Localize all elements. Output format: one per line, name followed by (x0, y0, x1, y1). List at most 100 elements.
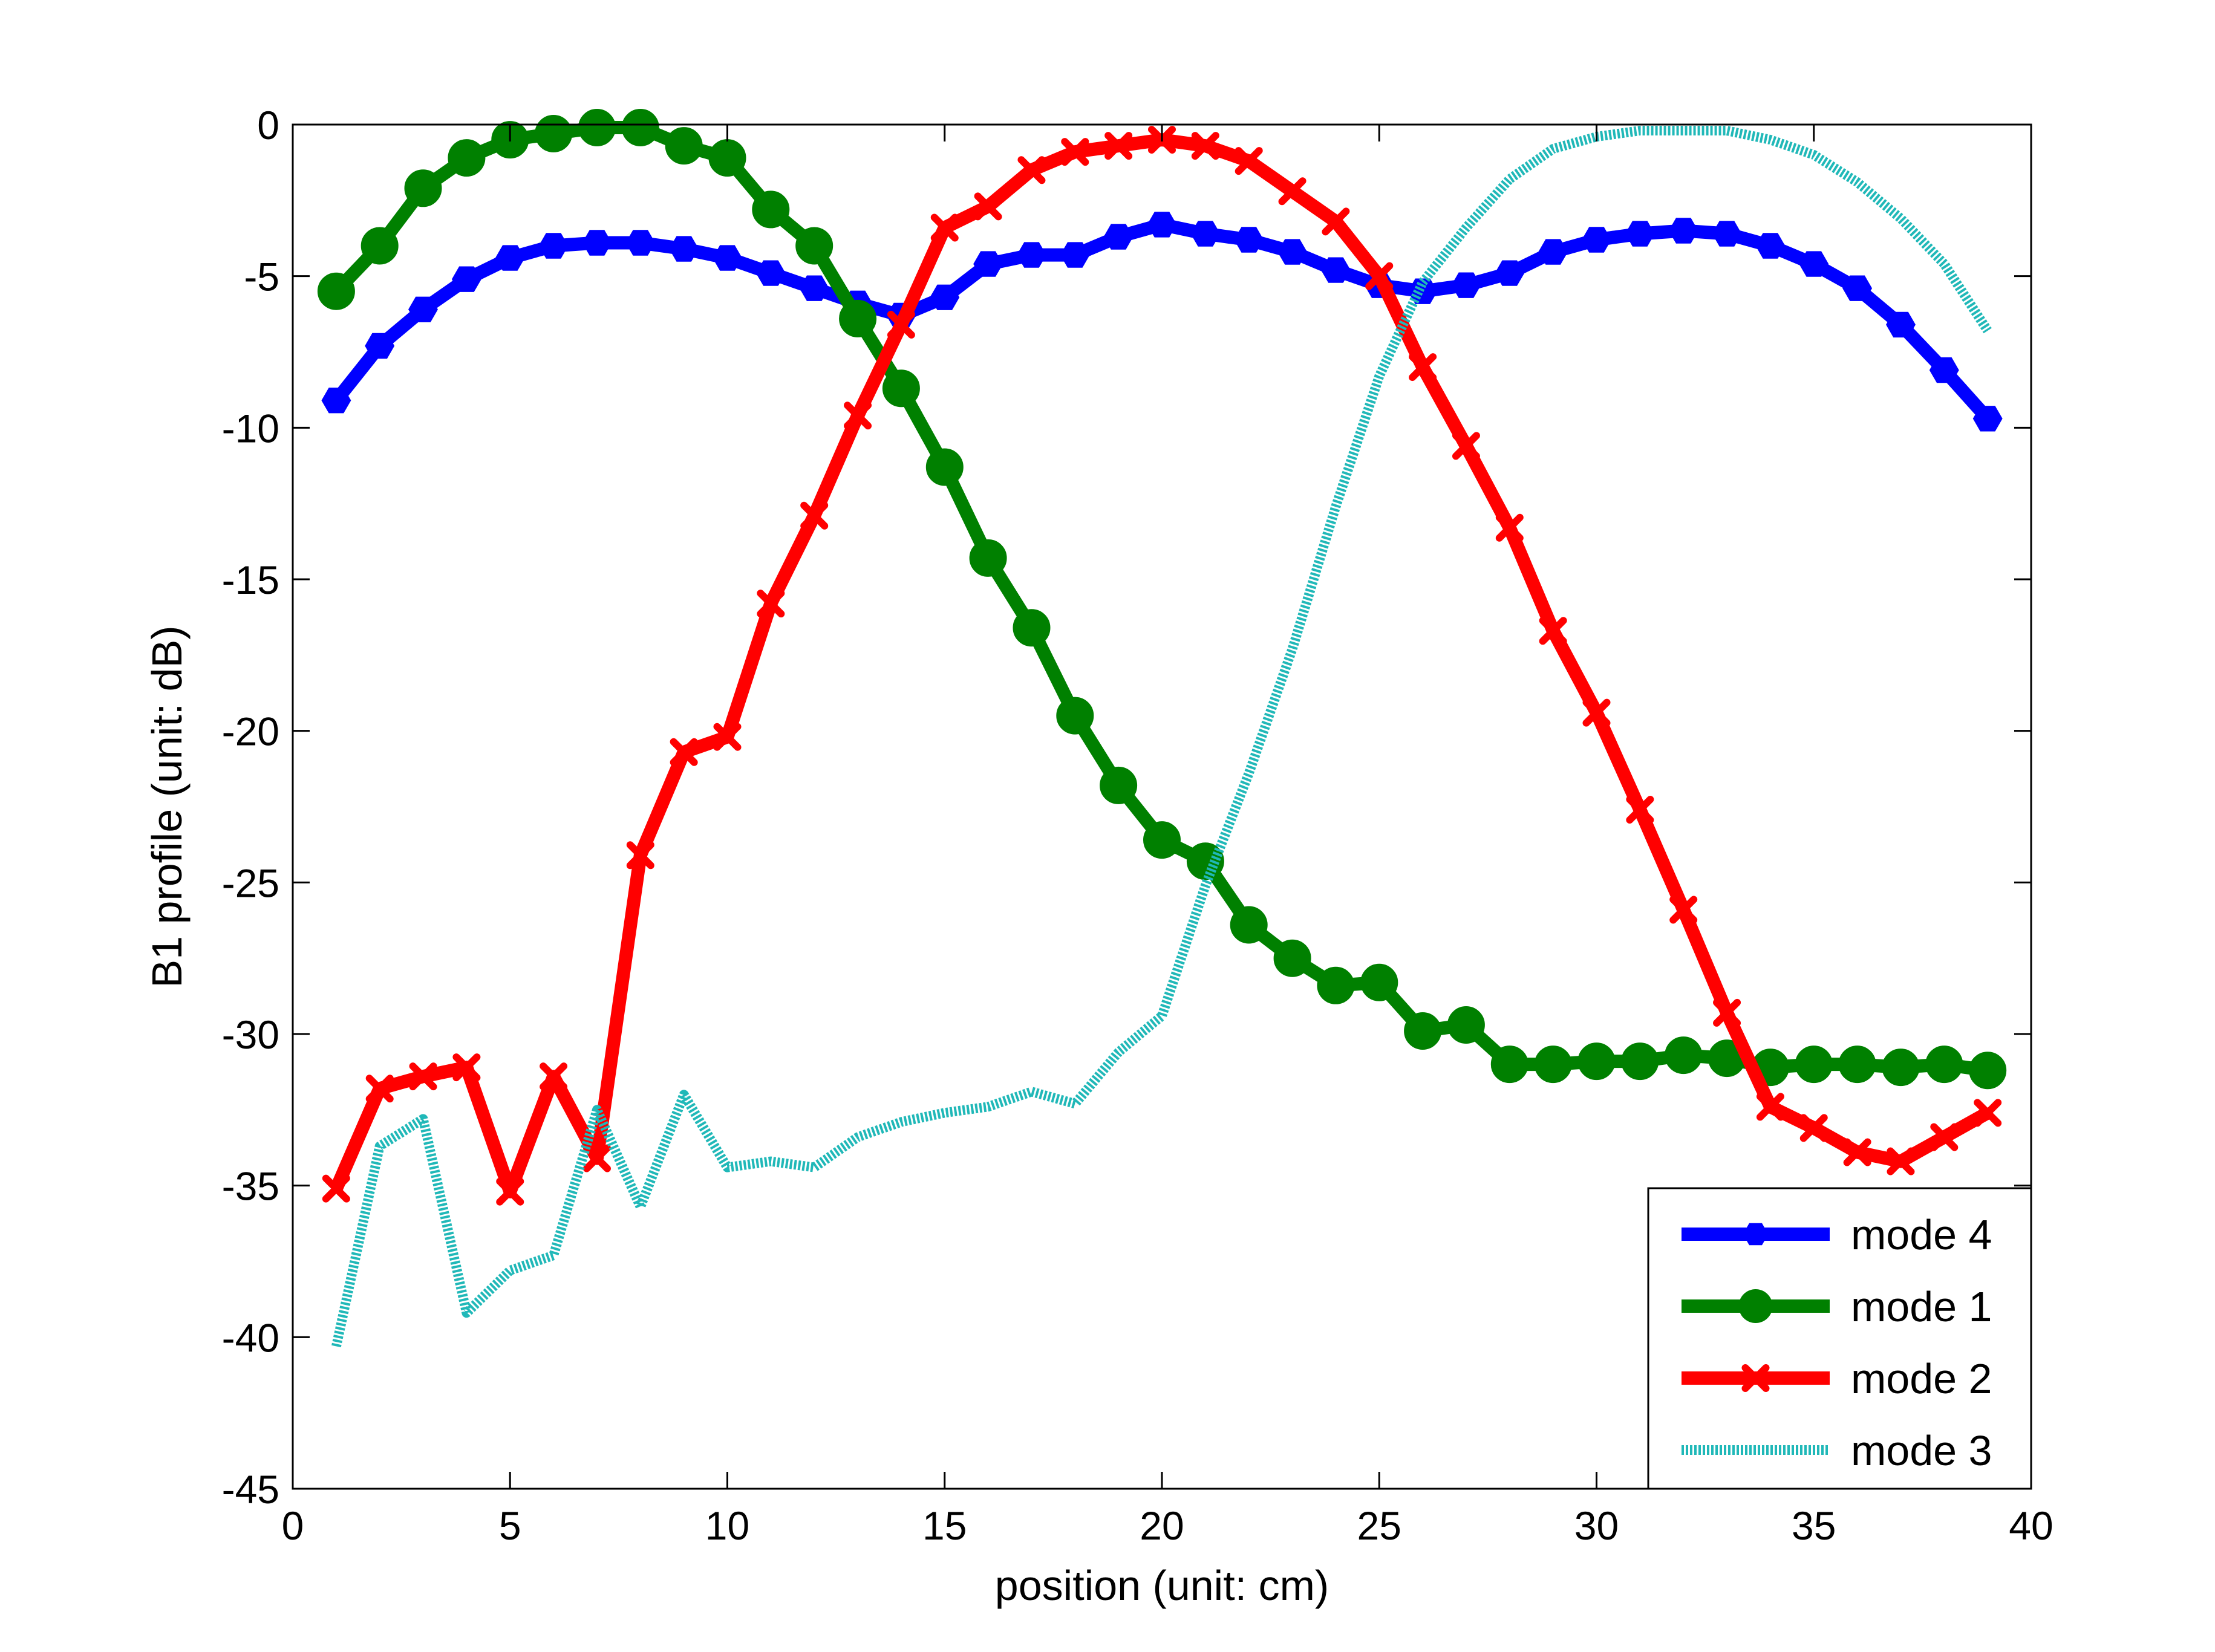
data-point (1277, 239, 1308, 265)
data-point (799, 275, 829, 301)
data-point (839, 299, 877, 337)
legend-marker (1743, 1223, 1769, 1246)
legend-label: mode 2 (1851, 1355, 1992, 1402)
y-tick-label: -40 (222, 1315, 279, 1360)
data-point (1626, 796, 1654, 824)
data-point (1103, 224, 1134, 250)
data-point (800, 501, 829, 530)
legend-item: mode 3 (1682, 1427, 1992, 1474)
data-point (1452, 432, 1480, 460)
data-point (1843, 1138, 1871, 1166)
x-tick-label: 0 (282, 1503, 304, 1548)
series-mode-1 (317, 109, 2007, 1090)
data-point (1495, 260, 1525, 286)
data-point (1838, 1046, 1876, 1084)
data-point (1929, 357, 1959, 383)
data-point (755, 260, 786, 286)
data-point (1969, 1052, 2007, 1090)
data-point (930, 213, 959, 242)
data-point (1755, 233, 1786, 259)
data-point (448, 139, 486, 177)
data-point (1056, 697, 1094, 735)
data-point (535, 115, 573, 152)
data-point (1490, 1046, 1528, 1084)
data-point (1013, 609, 1051, 647)
y-tick-label: -15 (222, 558, 279, 602)
data-point (974, 192, 1002, 221)
data-point (930, 284, 960, 310)
data-point (626, 841, 654, 870)
data-point (322, 1174, 350, 1203)
x-tick-label: 20 (1140, 1503, 1184, 1548)
data-point (1447, 1006, 1485, 1044)
data-point (665, 127, 703, 165)
data-point (1582, 227, 1611, 253)
y-tick-label: -45 (222, 1467, 279, 1512)
data-point (708, 139, 746, 177)
data-point (1882, 1049, 1920, 1087)
data-point (582, 230, 612, 256)
x-tick-label: 15 (922, 1503, 967, 1548)
y-tick-label: -5 (244, 255, 279, 299)
data-point (365, 1075, 394, 1103)
y-tick-label: -30 (222, 1012, 279, 1057)
data-point (360, 227, 399, 265)
x-tick-label: 10 (705, 1503, 749, 1548)
legend: mode 4 mode 1 mode 2 mode 3 (1647, 1187, 2032, 1490)
data-point (1534, 1046, 1572, 1084)
data-point (625, 230, 656, 256)
y-tick-label: 0 (257, 103, 279, 148)
data-point (1887, 1147, 1915, 1176)
data-point (713, 245, 742, 271)
data-point (1799, 1114, 1828, 1142)
data-point (973, 251, 1003, 277)
data-point (1143, 821, 1181, 859)
legend-item: mode 4 (1682, 1211, 1992, 1258)
data-point (1799, 251, 1829, 277)
data-point (1235, 147, 1263, 175)
y-axis-label: B1 profile (unit: dB) (143, 625, 191, 987)
data-point (844, 402, 872, 430)
data-point (1017, 242, 1046, 268)
legend-label: mode 1 (1851, 1283, 1992, 1330)
data-point (795, 227, 833, 265)
data-point (1668, 218, 1698, 244)
data-point (1625, 221, 1655, 247)
data-point (1756, 1093, 1784, 1121)
data-point (1190, 221, 1221, 247)
data-point (1278, 177, 1306, 206)
data-point (1577, 1042, 1616, 1081)
data-point (882, 369, 920, 408)
legend-label: mode 4 (1851, 1211, 1992, 1258)
y-tick-label: -10 (222, 406, 279, 450)
y-tick-label: -35 (222, 1164, 279, 1209)
data-point (713, 723, 742, 751)
data-point (1972, 406, 2003, 432)
data-point (1147, 212, 1177, 238)
data-point (1320, 257, 1351, 283)
data-point (1582, 698, 1611, 727)
data-point (321, 388, 351, 414)
data-point (887, 310, 915, 339)
x-tick-label: 35 (1792, 1503, 1836, 1548)
series-layer (317, 109, 2007, 1348)
legend-label: mode 3 (1851, 1427, 1992, 1474)
data-point (408, 296, 438, 322)
data-point (1495, 513, 1524, 542)
data-point (669, 236, 699, 262)
data-point (404, 169, 442, 207)
data-point (1100, 766, 1138, 804)
data-point (1930, 1123, 1959, 1151)
data-point (538, 233, 569, 259)
data-point (752, 190, 790, 229)
y-tick-label: -20 (222, 709, 279, 754)
legend-marker (1741, 1364, 1770, 1392)
data-point (452, 1053, 481, 1082)
x-axis-label: position (unit: cm) (995, 1562, 1329, 1609)
data-point (1191, 132, 1219, 160)
data-point (495, 245, 525, 271)
data-point (1795, 1046, 1833, 1084)
legend-marker (1738, 1289, 1773, 1323)
x-tick-label: 5 (499, 1503, 521, 1548)
